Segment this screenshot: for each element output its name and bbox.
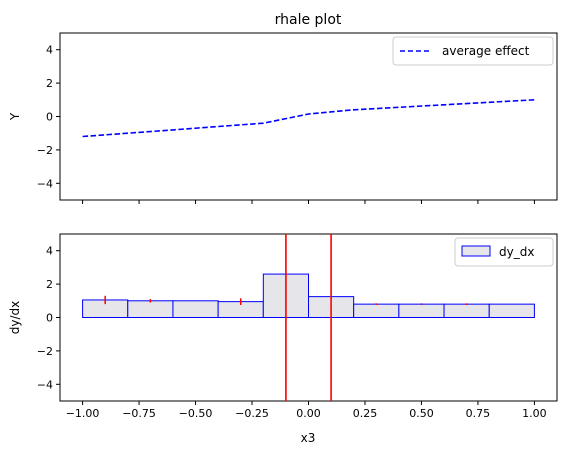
bottom-y-tick-label: −2 (37, 345, 53, 358)
bottom-plot-frame (59, 233, 558, 402)
bottom-x-axis-label: x3 (301, 431, 316, 445)
dy-dx-bin (127, 300, 174, 318)
bottom-y-tick-label: 0 (46, 312, 53, 325)
bottom-y-tick-label: 4 (46, 245, 53, 258)
dy-dx-bin (172, 300, 219, 318)
dy-dx-bin (398, 303, 445, 319)
bottom-x-tick-label: 0.25 (353, 407, 378, 420)
top-legend: average effect (392, 36, 554, 66)
top-y-tick-label: 0 (46, 111, 53, 124)
bottom-axes: −4 −2 0 2 4 −1.00 −0.75 −0.50 −0.25 0.00 0.25 0.50 0… (37, 245, 547, 420)
top-y-tick-label: −4 (37, 177, 53, 190)
bottom-x-tick-label: −1.00 (66, 407, 100, 420)
bottom-legend: dy_dx (454, 237, 554, 267)
chart-title: rhale plot (275, 12, 342, 28)
bottom-y-tick-label: −4 (37, 378, 53, 391)
top-y-tick-label: 4 (46, 44, 53, 57)
dy-dx-bin (488, 303, 535, 319)
average-effect-line (82, 99, 535, 138)
bottom-x-tick-label: 0.00 (296, 407, 321, 420)
bottom-x-tick-label: −0.25 (235, 407, 269, 420)
top-y-tick-label: 2 (46, 77, 53, 90)
top-y-tick-label: −2 (37, 144, 53, 157)
legend-dy-dx-label: dy_dx (499, 245, 534, 259)
bottom-x-tick-label: 0.75 (466, 407, 491, 420)
bottom-y-tick-label: 2 (46, 278, 53, 291)
dy-dx-bin (353, 303, 400, 319)
bottom-x-tick-label: 1.00 (522, 407, 547, 420)
bottom-legend-frame (454, 237, 554, 267)
top-axes: −4 −2 0 2 4 (37, 44, 535, 204)
top-legend-frame (392, 36, 554, 66)
legend-dy-dx-swatch (461, 245, 491, 257)
bottom-y-axis-label: dy/dx (8, 301, 22, 334)
top-y-axis-label: Y (8, 112, 22, 121)
bottom-x-tick-label: −0.50 (179, 407, 213, 420)
dy-dx-bin (443, 303, 490, 319)
legend-average-effect-label: average effect (442, 44, 530, 58)
bottom-x-tick-label: 0.50 (409, 407, 434, 420)
top-plot-frame (59, 32, 558, 201)
bottom-x-tick-label: −0.75 (122, 407, 156, 420)
